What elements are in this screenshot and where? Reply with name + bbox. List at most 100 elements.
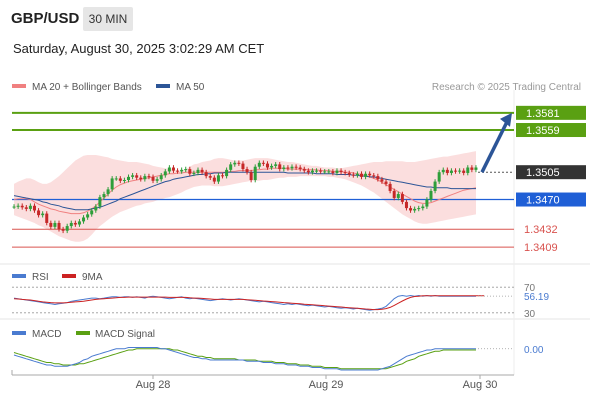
macd-legend-swatch: [12, 331, 26, 335]
projection-arrow: [480, 119, 510, 173]
timeframe-badge[interactable]: 30 MIN: [83, 7, 133, 31]
candle-body: [384, 181, 388, 184]
candle-body: [176, 170, 180, 172]
candle-body: [225, 169, 229, 177]
candle-body: [127, 176, 130, 180]
macd-line: [13, 347, 476, 371]
candle-body: [417, 208, 421, 210]
candle-body: [163, 171, 167, 176]
candle-body: [454, 170, 458, 172]
candle-body: [184, 169, 188, 171]
candle-body: [474, 167, 478, 170]
rsi-legend-label: RSI: [32, 272, 49, 283]
candle-body: [462, 170, 466, 173]
candle-body: [413, 208, 417, 211]
candle-body: [139, 177, 143, 180]
pivot-label-box: [516, 192, 586, 207]
candle-body: [180, 169, 184, 172]
pivot-label: 1.3470: [526, 195, 560, 207]
candle-body: [310, 170, 314, 173]
candle-body: [282, 167, 286, 170]
candle-body: [351, 174, 355, 176]
candle-body: [86, 214, 90, 218]
candle-body: [319, 170, 323, 172]
legend-swatch: [156, 84, 170, 88]
candle-body: [470, 167, 474, 170]
candle-body: [237, 162, 241, 164]
candle-body: [69, 222, 73, 227]
copyright-text: Research © 2025 Trading Central: [432, 82, 581, 93]
projection-arrowhead: [500, 112, 512, 127]
candle-body: [392, 190, 396, 198]
macd-signal-legend-swatch: [76, 331, 90, 335]
candle-body: [167, 167, 171, 172]
candle-body: [380, 179, 384, 182]
resistance-label: 1.3559: [526, 125, 560, 137]
candle-body: [294, 166, 298, 168]
candle-body: [298, 167, 302, 170]
candle-body: [61, 229, 65, 231]
candle-body: [437, 172, 441, 182]
candle-body: [421, 206, 425, 209]
ma50-line: [13, 171, 476, 211]
candle-body: [270, 165, 274, 168]
candle-body: [212, 177, 216, 182]
candle-body: [241, 163, 245, 170]
candle-body: [77, 221, 81, 225]
legend-swatch: [12, 84, 26, 88]
x-axis-label: Aug 29: [309, 379, 344, 391]
candle-body: [192, 172, 196, 174]
support-label: 1.3432: [524, 224, 558, 236]
candle-body: [327, 171, 331, 173]
candle-body: [335, 170, 339, 173]
support-label: 1.3409: [524, 242, 558, 254]
candle-body: [204, 172, 208, 177]
candle-body: [274, 164, 278, 166]
candle-body: [110, 178, 114, 190]
candle-body: [147, 176, 151, 178]
candle-body: [278, 164, 282, 170]
candle-body: [360, 173, 363, 177]
candle-body: [102, 194, 106, 198]
candle-body: [131, 175, 135, 177]
current-price-box: [516, 165, 586, 180]
candle-body: [32, 205, 36, 211]
candle-body: [155, 179, 159, 181]
candle-body: [208, 176, 212, 178]
candle-body: [388, 183, 392, 191]
x-axis-label: Aug 30: [463, 379, 498, 391]
candle-body: [229, 164, 233, 170]
candle-body: [425, 199, 429, 207]
rsi-ma-legend-label: 9MA: [82, 272, 103, 283]
candle-body: [233, 162, 237, 165]
candle-body: [114, 178, 118, 180]
candle-body: [16, 205, 20, 207]
rsi-level-label: 30: [524, 309, 536, 320]
candle-body: [196, 169, 200, 173]
candle-body: [372, 175, 376, 177]
candle-body: [49, 222, 53, 227]
candle-body: [261, 162, 265, 164]
candle-body: [400, 194, 404, 202]
candle-body: [135, 175, 139, 178]
current-price-label: 1.3505: [526, 167, 560, 179]
candle-body: [200, 169, 204, 173]
candle-body: [216, 175, 220, 182]
candle-body: [396, 194, 400, 198]
candle-body: [409, 208, 413, 211]
candle-body: [331, 171, 335, 173]
candle-body: [249, 172, 253, 180]
symbol-title: GBP/USD: [11, 10, 80, 27]
candle-body: [221, 175, 225, 177]
candle-body: [82, 217, 86, 222]
candle-body: [302, 169, 306, 171]
candle-body: [143, 176, 147, 180]
datetime-label: Saturday, August 30, 2025 3:02:29 AM CET: [13, 41, 265, 56]
candle-body: [445, 169, 449, 173]
macd-signal-line: [13, 348, 476, 370]
candle-body: [94, 206, 98, 211]
candle-body: [368, 173, 372, 176]
candle-body: [433, 181, 437, 191]
rsi-line: [13, 294, 476, 311]
